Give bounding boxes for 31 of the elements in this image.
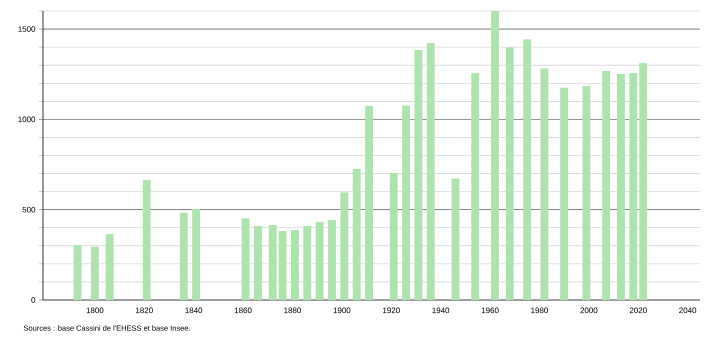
bar xyxy=(328,220,336,300)
bar xyxy=(540,68,548,300)
bar xyxy=(254,226,262,300)
bar xyxy=(390,173,398,300)
bar xyxy=(471,73,480,300)
bar xyxy=(414,50,422,300)
bar xyxy=(192,208,200,300)
bar xyxy=(617,74,625,300)
bar xyxy=(90,246,99,300)
bar xyxy=(268,225,277,300)
bar xyxy=(402,105,410,300)
bar xyxy=(316,222,324,300)
bar xyxy=(602,70,610,300)
bar xyxy=(491,10,499,300)
bar xyxy=(352,169,361,300)
bar xyxy=(278,231,287,300)
bar xyxy=(106,234,114,300)
bar xyxy=(560,88,568,300)
bar xyxy=(74,245,82,300)
bar xyxy=(303,226,312,300)
bar xyxy=(340,192,348,300)
bar xyxy=(506,48,514,300)
bar xyxy=(452,178,460,300)
bar xyxy=(290,230,299,300)
bar xyxy=(365,106,373,300)
bar xyxy=(180,212,188,300)
bar xyxy=(142,180,151,300)
bar xyxy=(582,86,590,300)
bar xyxy=(426,43,435,300)
bar xyxy=(523,39,532,300)
bar xyxy=(242,218,250,300)
